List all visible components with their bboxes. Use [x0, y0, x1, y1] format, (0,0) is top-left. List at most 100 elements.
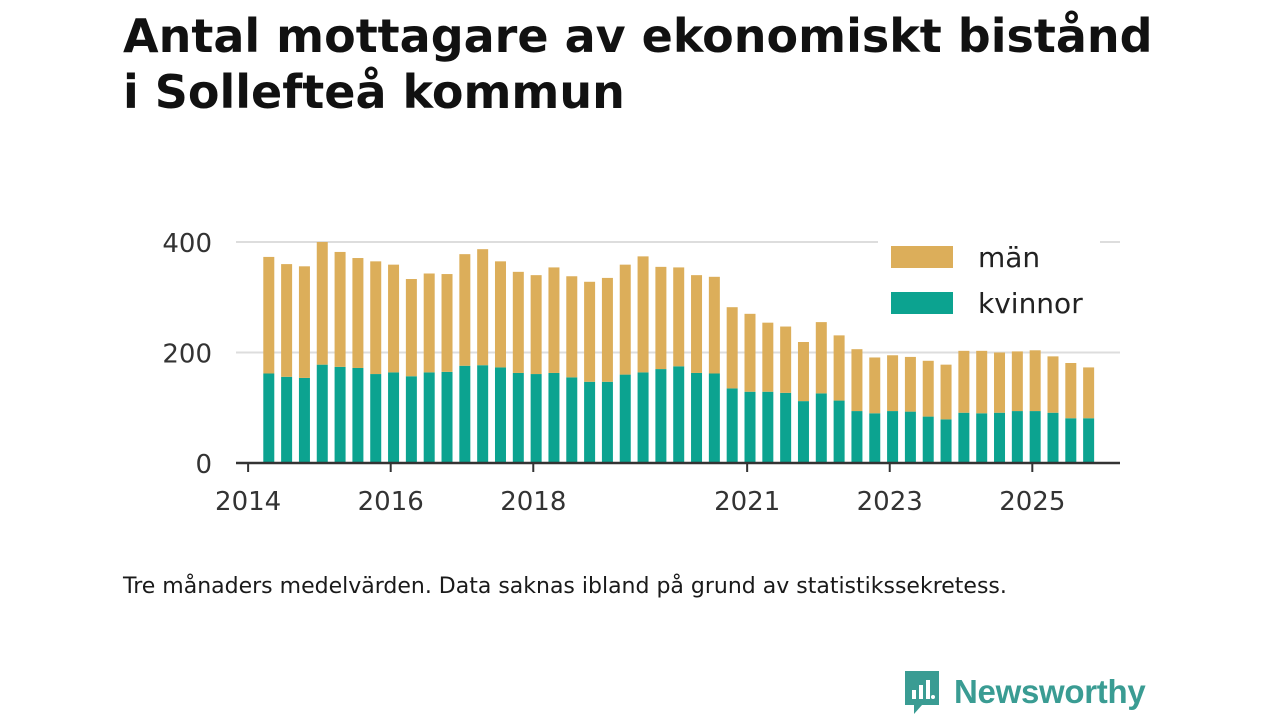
bar-kvinnor	[940, 419, 952, 463]
bar-man	[1011, 351, 1023, 412]
bar-kvinnor	[566, 377, 578, 463]
bar-kvinnor	[370, 374, 382, 463]
bar-man	[334, 251, 346, 367]
bar-man	[673, 267, 685, 367]
bar-man	[441, 274, 453, 372]
bar-kvinnor	[1011, 411, 1023, 463]
bar-kvinnor	[494, 367, 506, 463]
bar-kvinnor	[459, 365, 471, 463]
bar-kvinnor	[708, 373, 720, 463]
bar-kvinnor	[958, 412, 970, 463]
bar-kvinnor	[281, 376, 293, 463]
legend-label-kvinnor: kvinnor	[978, 287, 1083, 320]
chart-title-line-2: i Sollefteå kommun	[123, 65, 625, 119]
bar-man	[477, 249, 489, 366]
axes: 0 200 400 2014 2016 2018 2021 2023 2025	[162, 229, 1120, 517]
bar-man	[388, 264, 400, 373]
x-tick-label: 2023	[857, 487, 923, 517]
bar-man	[370, 261, 382, 375]
bar-man	[352, 258, 364, 368]
bar-man	[530, 275, 542, 375]
bar-kvinnor	[405, 376, 417, 463]
legend: män kvinnor	[878, 240, 1100, 326]
bar-kvinnor	[655, 369, 667, 463]
bar-man	[904, 356, 916, 412]
bar-kvinnor	[1047, 412, 1059, 463]
bar-man	[869, 357, 881, 414]
bar-man	[887, 355, 899, 412]
x-tick-label: 2021	[714, 487, 780, 517]
bar-kvinnor	[922, 416, 934, 463]
brand-name: Newsworthy	[954, 673, 1146, 710]
bar-man	[691, 275, 703, 373]
bar-man	[405, 279, 417, 377]
bar-man	[1065, 362, 1077, 419]
legend-swatch-man	[891, 246, 953, 268]
bar-man	[316, 242, 328, 365]
bar-kvinnor	[298, 377, 310, 463]
x-tick-label: 2014	[215, 487, 281, 517]
bar-kvinnor	[744, 391, 756, 463]
bar-man	[512, 271, 524, 373]
bar-man	[797, 342, 809, 402]
bar-kvinnor	[797, 401, 809, 463]
x-tick-label: 2016	[358, 487, 424, 517]
bar-kvinnor	[851, 411, 863, 463]
bar-chart: män kvinnor 0 200 400 2014 2016 2018 2021 2023 2…	[162, 229, 1120, 517]
bar-kvinnor	[1083, 418, 1095, 463]
bar-man	[1029, 350, 1041, 412]
bar-kvinnor	[423, 372, 435, 463]
bar-man	[263, 256, 275, 374]
bar-man	[494, 261, 506, 368]
bar-man	[566, 276, 578, 378]
bar-man	[744, 313, 756, 392]
bar-man	[655, 266, 667, 370]
bar-man	[601, 277, 613, 382]
x-tick-label: 2025	[999, 487, 1065, 517]
bar-kvinnor	[334, 366, 346, 463]
bar-kvinnor	[548, 372, 560, 463]
bar-kvinnor	[352, 367, 364, 463]
bar-kvinnor	[815, 393, 827, 463]
bar-kvinnor	[316, 364, 328, 463]
bar-man	[726, 307, 738, 389]
bar-kvinnor	[994, 412, 1006, 463]
bar-kvinnor	[441, 371, 453, 463]
bar-kvinnor	[477, 365, 489, 463]
bar-kvinnor	[512, 372, 524, 463]
bar-kvinnor	[619, 374, 631, 463]
bar-man	[762, 322, 774, 392]
bar-kvinnor	[691, 372, 703, 463]
brand-logo: Newsworthy	[902, 668, 1146, 716]
bar-kvinnor	[637, 372, 649, 463]
newsworthy-logo-icon	[905, 671, 939, 714]
bar-man	[833, 335, 845, 401]
bar-man	[940, 364, 952, 420]
bar-kvinnor	[762, 391, 774, 463]
bars	[263, 242, 1095, 463]
bar-man	[958, 350, 970, 413]
bar-kvinnor	[869, 413, 881, 463]
bar-kvinnor	[904, 411, 916, 463]
bar-man	[584, 281, 596, 382]
bar-man	[851, 349, 863, 412]
legend-label-man: män	[978, 241, 1040, 274]
bar-kvinnor	[833, 400, 845, 463]
bar-man	[619, 264, 631, 375]
bar-kvinnor	[263, 373, 275, 463]
bar-man	[976, 350, 988, 414]
bar-man	[994, 352, 1006, 413]
x-tick-label: 2018	[500, 487, 566, 517]
bar-kvinnor	[780, 392, 792, 463]
bar-man	[637, 256, 649, 373]
bar-man	[815, 322, 827, 394]
bar-man	[298, 266, 310, 378]
bar-kvinnor	[1065, 418, 1077, 463]
bar-man	[281, 264, 293, 377]
legend-swatch-kvinnor	[891, 292, 953, 314]
chart-title: Antal mottagare av ekonomiskt bistånd i …	[123, 8, 1153, 120]
bar-kvinnor	[601, 381, 613, 463]
bar-kvinnor	[1029, 411, 1041, 463]
bar-kvinnor	[887, 411, 899, 463]
bar-man	[423, 273, 435, 373]
